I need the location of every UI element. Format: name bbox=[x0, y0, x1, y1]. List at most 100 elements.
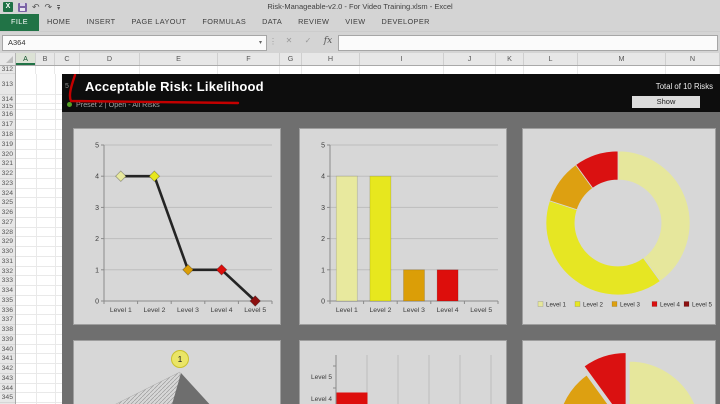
row-header-342[interactable]: 342 bbox=[0, 365, 15, 374]
sheet-row-line bbox=[16, 189, 62, 199]
redo-icon[interactable]: ↷ bbox=[44, 2, 53, 12]
row-header-341[interactable]: 341 bbox=[0, 355, 15, 364]
sheet-cells-top-strip[interactable] bbox=[16, 66, 720, 74]
row-header-335[interactable]: 335 bbox=[0, 296, 15, 306]
row-header-325[interactable]: 325 bbox=[0, 199, 15, 208]
name-box[interactable]: A364 ▾ bbox=[2, 35, 267, 51]
column-header-i[interactable]: I bbox=[360, 53, 444, 65]
ribbon-tab-home[interactable]: HOME bbox=[47, 17, 71, 26]
row-header-317[interactable]: 317 bbox=[0, 121, 15, 130]
row-header-339[interactable]: 339 bbox=[0, 335, 15, 345]
column-header-g[interactable]: G bbox=[280, 53, 302, 65]
chart-panel-pyramid: 1 bbox=[73, 340, 281, 404]
svg-text:3: 3 bbox=[95, 205, 99, 212]
row-header-314[interactable]: 314 bbox=[0, 96, 15, 104]
column-header-d[interactable]: D bbox=[80, 53, 140, 65]
row-header-315[interactable]: 315 bbox=[0, 104, 15, 110]
ribbon-tab-insert[interactable]: INSERT bbox=[86, 17, 116, 26]
pie-chart bbox=[562, 351, 696, 404]
column-header-m[interactable]: M bbox=[578, 53, 666, 65]
row-header-327[interactable]: 327 bbox=[0, 218, 15, 228]
row-header-313[interactable]: 313 bbox=[0, 74, 15, 95]
row-header-312[interactable]: 312 bbox=[0, 66, 15, 74]
row-header-332[interactable]: 332 bbox=[0, 267, 15, 277]
formula-input[interactable] bbox=[338, 35, 718, 51]
row-header-336[interactable]: 336 bbox=[0, 306, 15, 316]
sheet-column-line bbox=[217, 66, 218, 74]
column-header-b[interactable]: B bbox=[36, 53, 55, 65]
ribbon-tab-developer[interactable]: DEVELOPER bbox=[381, 17, 430, 26]
dashboard-header: 5 Acceptable Risk: Likelihood Preset 2 |… bbox=[62, 74, 720, 112]
sheet-row-line bbox=[16, 315, 62, 325]
column-header-k[interactable]: K bbox=[496, 53, 524, 65]
column-header-j[interactable]: J bbox=[444, 53, 496, 65]
undo-icon[interactable]: ↶ bbox=[32, 2, 40, 12]
row-header-340[interactable]: 340 bbox=[0, 345, 15, 355]
bar-chart: 0 1 2 3 4 5 Level 1 Level 2 Level 3 Level 4 Level … bbox=[321, 143, 499, 314]
cancel-icon[interactable]: ✕ bbox=[285, 36, 293, 45]
sheet-row-line bbox=[16, 364, 62, 374]
column-header-f[interactable]: F bbox=[218, 53, 280, 65]
row-header-330[interactable]: 330 bbox=[0, 248, 15, 257]
row-header-318[interactable]: 318 bbox=[0, 131, 15, 140]
ribbon-tab-formulas[interactable]: FORMULAS bbox=[202, 17, 247, 26]
column-header-h[interactable]: H bbox=[302, 53, 360, 65]
row-header-337[interactable]: 337 bbox=[0, 316, 15, 325]
column-header-a[interactable]: A bbox=[16, 53, 36, 65]
row-header-331[interactable]: 331 bbox=[0, 257, 15, 267]
ribbon-tab-view[interactable]: VIEW bbox=[345, 17, 366, 26]
row-header-343[interactable]: 343 bbox=[0, 374, 15, 384]
svg-text:Level 1: Level 1 bbox=[546, 302, 567, 309]
sheet-row-line bbox=[16, 169, 62, 179]
insert-function-icon[interactable]: fx bbox=[323, 36, 333, 46]
row-header-338[interactable]: 338 bbox=[0, 326, 15, 335]
svg-text:2: 2 bbox=[321, 236, 325, 243]
ribbon-tab-data[interactable]: DATA bbox=[262, 17, 283, 26]
enter-icon[interactable]: ✓ bbox=[304, 36, 312, 45]
row-header-328[interactable]: 328 bbox=[0, 228, 15, 238]
name-box-dropdown-icon[interactable]: ▾ bbox=[258, 40, 262, 46]
column-header-l[interactable]: L bbox=[524, 53, 578, 65]
row-header-334[interactable]: 334 bbox=[0, 287, 15, 296]
ribbon-tabs: FILE HOME INSERT PAGE LAYOUT FORMULAS DATA REV… bbox=[0, 14, 720, 32]
sheet-cells-left[interactable] bbox=[16, 74, 62, 404]
row-header-329[interactable]: 329 bbox=[0, 238, 15, 247]
row-header-322[interactable]: 322 bbox=[0, 170, 15, 179]
row-header-320[interactable]: 320 bbox=[0, 150, 15, 160]
customize-quick-access-icon[interactable]: ▾ bbox=[57, 4, 61, 12]
row-header-344[interactable]: 344 bbox=[0, 384, 15, 394]
row-header-323[interactable]: 323 bbox=[0, 179, 15, 189]
row-header-345[interactable]: 345 bbox=[0, 394, 15, 403]
sheet-column-line bbox=[359, 66, 360, 74]
select-all-corner[interactable] bbox=[0, 53, 16, 65]
ribbon-tab-review[interactable]: REVIEW bbox=[298, 17, 330, 26]
row-header-321[interactable]: 321 bbox=[0, 160, 15, 169]
dashboard: 5 Acceptable Risk: Likelihood Preset 2 |… bbox=[62, 74, 720, 404]
sheet-row-line bbox=[16, 104, 62, 110]
sheet-column-line bbox=[55, 74, 56, 404]
sheet-row-line bbox=[16, 179, 62, 189]
sheet-column-line bbox=[54, 66, 55, 74]
svg-text:3: 3 bbox=[321, 205, 325, 212]
show-button[interactable]: Show bbox=[632, 96, 700, 108]
row-header-319[interactable]: 319 bbox=[0, 140, 15, 150]
svg-text:Level 2: Level 2 bbox=[583, 302, 604, 309]
row-header-333[interactable]: 333 bbox=[0, 277, 15, 286]
row-header-316[interactable]: 316 bbox=[0, 111, 15, 120]
save-icon[interactable] bbox=[18, 2, 27, 12]
sheet-column-line bbox=[523, 66, 524, 74]
column-header-e[interactable]: E bbox=[140, 53, 218, 65]
formula-bar-separator: ⋮ bbox=[269, 37, 277, 46]
column-header-c[interactable]: C bbox=[55, 53, 80, 65]
sheet-column-line bbox=[139, 66, 140, 74]
ribbon-tab-page-layout[interactable]: PAGE LAYOUT bbox=[131, 17, 187, 26]
row-header-326[interactable]: 326 bbox=[0, 209, 15, 218]
ribbon-tab-file[interactable]: FILE bbox=[0, 14, 40, 31]
column-header-n[interactable]: N bbox=[666, 53, 720, 65]
sheet-column-line bbox=[443, 66, 444, 74]
sheet-row-line bbox=[16, 198, 62, 208]
sheet-row-line bbox=[16, 296, 62, 306]
row-header-324[interactable]: 324 bbox=[0, 189, 15, 199]
sheet-row-line bbox=[16, 228, 62, 238]
